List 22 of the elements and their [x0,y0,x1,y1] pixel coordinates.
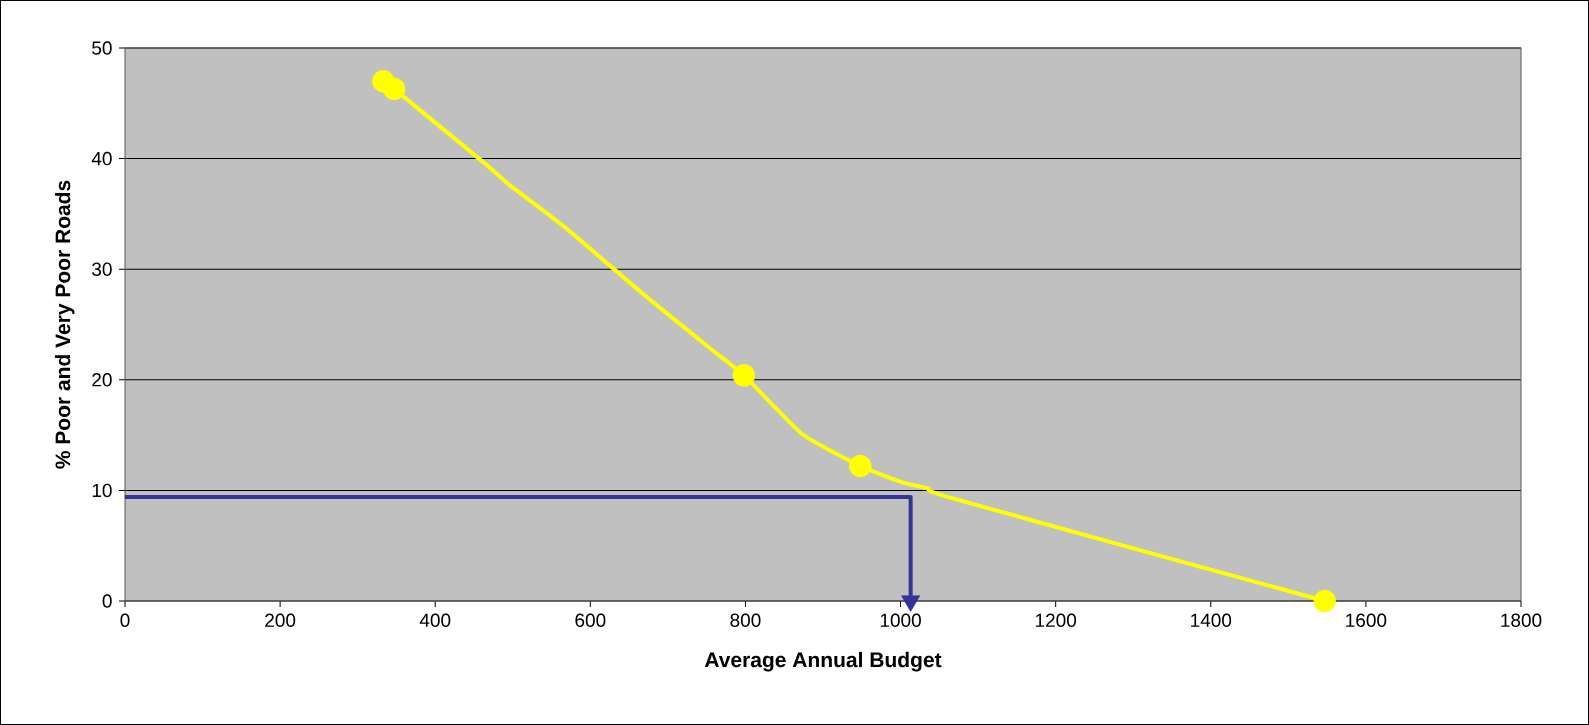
y-tick-label: 10 [92,483,112,498]
y-tick-label: 50 [92,41,112,55]
point [732,364,756,387]
x-tick-label: 0 [120,613,130,627]
x-tick-label: 200 [265,613,296,627]
point [382,77,406,101]
y-tick-label: 20 [92,373,112,387]
point [849,454,872,478]
x-tick-label: 600 [575,613,606,627]
x-tick-label: 1400 [1191,613,1232,627]
x-tick-label: 1600 [1346,613,1387,627]
y-tick-label: 0 [102,594,112,608]
x-tick-label: 1000 [880,613,921,627]
x-tick-label: 1800 [1501,613,1542,627]
x-tick-label: 1200 [1035,613,1077,627]
y-tick-label: 40 [91,151,112,166]
x-axis-title: Average Annual Budget [704,651,942,672]
y-tick-label: 30 [92,262,112,276]
x-tick-label: 400 [419,613,451,627]
y-axis-title: % Poor and Very Poor Roads [54,180,75,469]
point [1313,589,1336,613]
x-tick-label: 800 [730,613,761,627]
